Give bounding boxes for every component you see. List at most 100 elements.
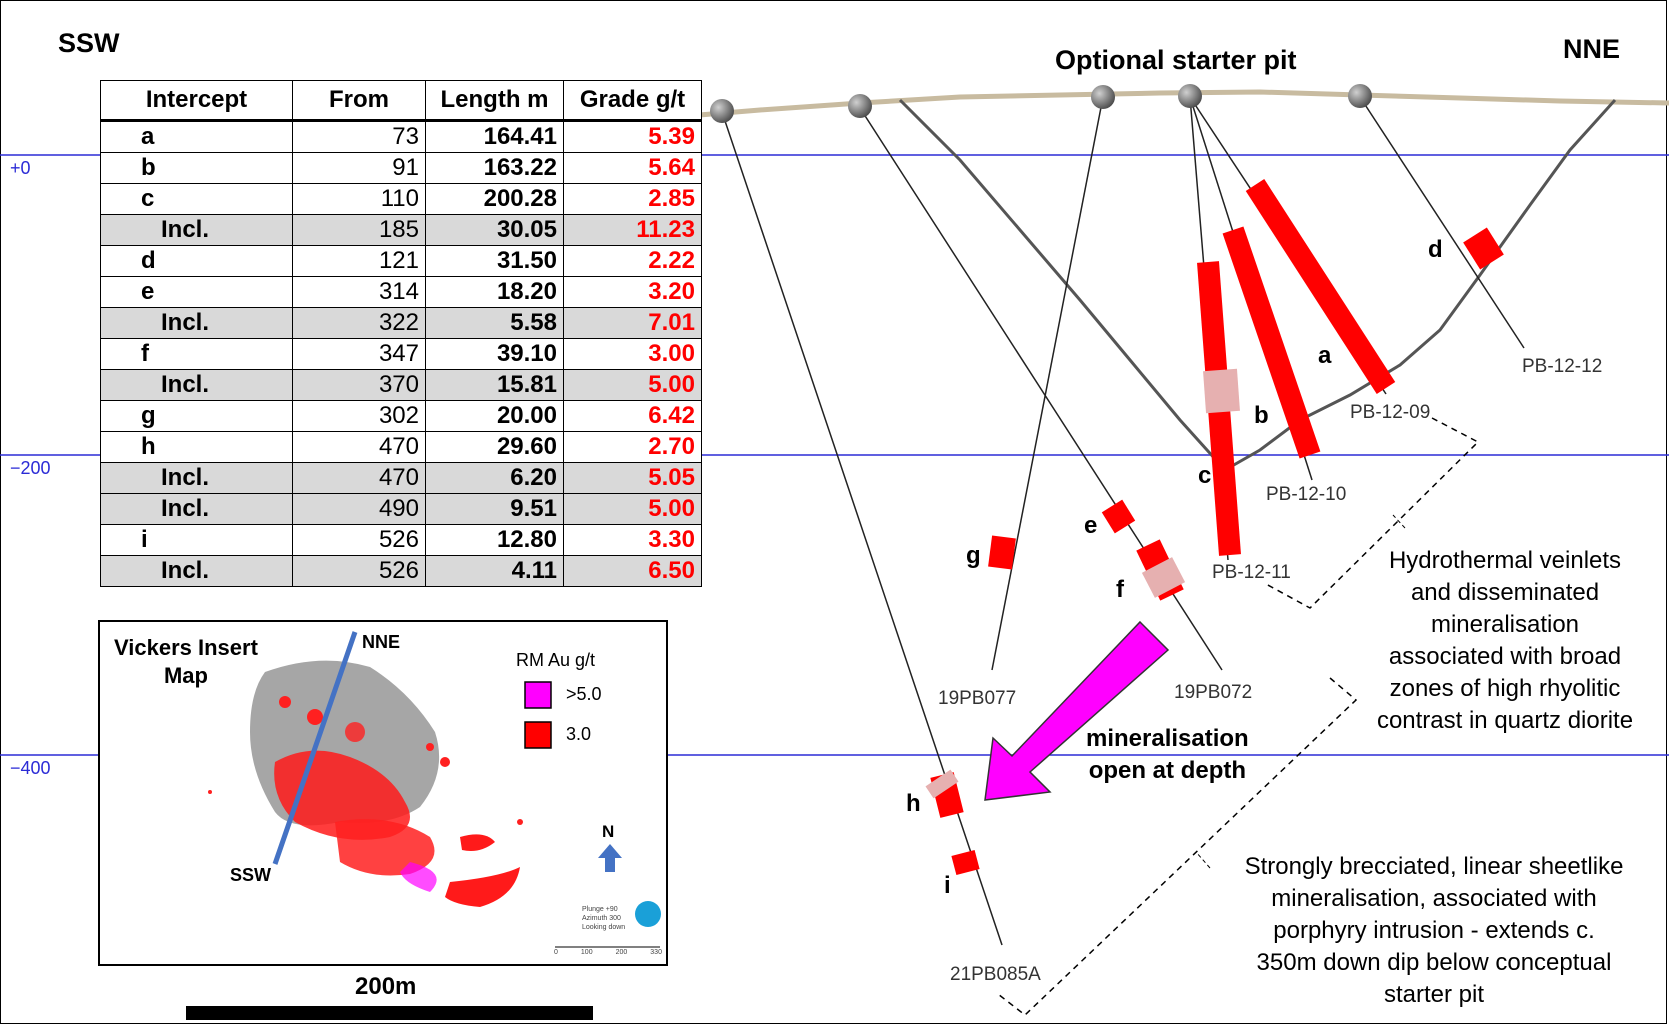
cell-grade: 3.20 [563, 276, 702, 308]
intercept-label-g: g [966, 542, 981, 569]
inset-map-graphic [208, 631, 661, 948]
intercept-label-b: b [1254, 402, 1269, 429]
inset-title-line2: Map [163, 663, 208, 688]
cell-grade: 5.05 [563, 462, 702, 494]
table-row: b 91 163.22 5.64 [100, 152, 702, 184]
table-row: a 73 164.41 5.39 [100, 120, 702, 153]
collar-19PB077 [1091, 85, 1115, 109]
collar-PB-12-12 [1348, 84, 1372, 108]
cell-length: 30.05 [425, 214, 564, 246]
cell-grade: 3.00 [563, 338, 702, 370]
cell-length: 9.51 [425, 493, 564, 525]
pit-outline [898, 98, 1617, 472]
cell-intercept: e [100, 276, 293, 308]
cell-from: 314 [292, 276, 426, 308]
north-arrow-icon [598, 844, 622, 872]
north-label: N [602, 822, 615, 841]
note-lower-line: mineralisation, associated with [1271, 885, 1597, 912]
cell-length: 15.81 [425, 369, 564, 401]
hole-label-PB-12-10: PB-12-10 [1266, 484, 1347, 505]
legend-swatch-high [524, 681, 552, 709]
intercept-d-cylinder [1463, 227, 1504, 270]
intercept-b-cylinder [1222, 226, 1321, 459]
note-lower-line: starter pit [1383, 981, 1485, 1008]
cell-grade: 6.42 [563, 400, 702, 432]
upper-zone-bracket [1265, 417, 1480, 609]
scale-bar [186, 1006, 593, 1020]
intercept-label-h: h [906, 790, 921, 817]
table-row: Incl. 490 9.51 5.00 [100, 493, 702, 525]
hole-label-21PB085A: 21PB085A [950, 964, 1041, 985]
note-lower-line: Strongly brecciated, linear sheetlike [1244, 853, 1624, 880]
note-lower-line: 350m down dip below conceptual [1256, 949, 1612, 976]
cell-length: 5.58 [425, 307, 564, 339]
table-row: g 302 20.00 6.42 [100, 400, 702, 432]
note-upper-line: contrast in quartz diorite [1376, 707, 1634, 734]
cell-intercept: Incl. [100, 555, 293, 587]
cell-intercept: a [100, 120, 293, 153]
cell-intercept: Incl. [100, 214, 293, 246]
intercept-g-cylinder [988, 535, 1016, 570]
cell-intercept: Incl. [100, 462, 293, 494]
cell-from: 347 [292, 338, 426, 370]
cell-length: 4.11 [425, 555, 564, 587]
cell-from: 302 [292, 400, 426, 432]
mini-scale-330: 330 [650, 949, 662, 956]
cell-intercept: f [100, 338, 293, 370]
cell-intercept: g [100, 400, 293, 432]
hole-label-PB-12-09: PB-12-09 [1350, 402, 1431, 423]
intercept-c-incl [1203, 368, 1240, 414]
intercept-label-d: d [1428, 236, 1443, 263]
hole-label-PB-12-12: PB-12-12 [1522, 356, 1603, 377]
cell-grade: 2.85 [563, 183, 702, 215]
table-row: h 470 29.60 2.70 [100, 431, 702, 463]
table-row: f 347 39.10 3.00 [100, 338, 702, 370]
legend-label-low: 3.0 [566, 724, 592, 744]
legend-swatch-low [524, 721, 552, 749]
intercept-label-c: c [1198, 462, 1212, 489]
cell-intercept: d [100, 245, 293, 277]
elevation-label-400: −400 [10, 758, 51, 778]
hole-label-19PB072: 19PB072 [1174, 682, 1253, 703]
note-upper: Hydrothermal veinlets and disseminated m… [1360, 545, 1650, 737]
intercept-f-incl [1141, 557, 1186, 598]
cell-from: 110 [292, 183, 426, 215]
cell-from: 91 [292, 152, 426, 184]
table-row: Incl. 370 15.81 5.00 [100, 369, 702, 401]
trace-19PB077 [991, 96, 1104, 671]
intercept-table: Intercept From Length m Grade g/t a 73 164… [100, 80, 702, 587]
cell-grade: 5.64 [563, 152, 702, 184]
cell-grade: 6.50 [563, 555, 702, 587]
cell-grade: 2.70 [563, 431, 702, 463]
cell-from: 185 [292, 214, 426, 246]
intercept-label-a: a [1318, 342, 1332, 369]
legend-title: RM Au g/t [516, 650, 596, 670]
inset-section-line [272, 631, 358, 865]
mini-scale-0: 0 [554, 949, 558, 956]
collar-21PB085A [710, 99, 734, 123]
cell-length: 20.00 [425, 400, 564, 432]
cell-from: 121 [292, 245, 426, 277]
cell-length: 31.50 [425, 245, 564, 277]
note-upper-line: associated with broad [1388, 643, 1622, 670]
depth-text-line1: mineralisation [1086, 725, 1249, 752]
cell-from: 73 [292, 120, 426, 153]
cell-grade: 11.23 [563, 214, 702, 246]
cell-length: 164.41 [425, 120, 564, 153]
cell-grade: 5.00 [563, 369, 702, 401]
note-upper-line: and disseminated [1410, 579, 1600, 606]
table-row: d 121 31.50 2.22 [100, 245, 702, 277]
cell-length: 12.80 [425, 524, 564, 556]
header-grade: Grade g/t [563, 80, 702, 122]
depth-arrow [984, 620, 1170, 801]
cell-intercept: i [100, 524, 293, 556]
cell-from: 370 [292, 369, 426, 401]
cell-grade: 7.01 [563, 307, 702, 339]
header-intercept: Intercept [100, 80, 293, 122]
header-length: Length m [425, 80, 564, 122]
cell-from: 526 [292, 524, 426, 556]
view-looking: Looking down [582, 924, 626, 931]
collar-PB-12 [1178, 84, 1202, 108]
